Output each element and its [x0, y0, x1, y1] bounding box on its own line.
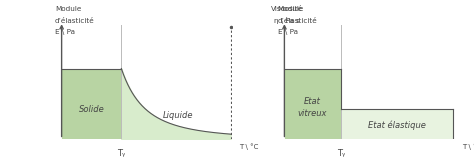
Bar	[285, 69, 341, 139]
Text: Module: Module	[278, 6, 304, 12]
Text: η \ Pa s: η \ Pa s	[274, 18, 300, 24]
Text: Viscosité: Viscosité	[271, 6, 303, 12]
Text: Etat
vitreux: Etat vitreux	[298, 97, 328, 118]
Text: T \ °C: T \ °C	[462, 143, 474, 150]
Text: Liquide: Liquide	[163, 111, 193, 120]
Bar	[341, 109, 453, 139]
Text: E \ Pa: E \ Pa	[278, 30, 298, 35]
Bar	[63, 69, 121, 139]
Text: d’élasticité: d’élasticité	[278, 18, 317, 24]
Text: Etat élastique: Etat élastique	[368, 121, 426, 130]
Text: E \ Pa: E \ Pa	[55, 30, 75, 35]
Text: Module: Module	[55, 6, 81, 12]
Text: Tᵧ: Tᵧ	[337, 149, 345, 158]
Text: Solide: Solide	[79, 105, 104, 114]
Text: d’élasticité: d’élasticité	[55, 18, 94, 24]
Text: T \ °C: T \ °C	[239, 143, 258, 150]
Text: Tᵧ: Tᵧ	[117, 149, 126, 158]
